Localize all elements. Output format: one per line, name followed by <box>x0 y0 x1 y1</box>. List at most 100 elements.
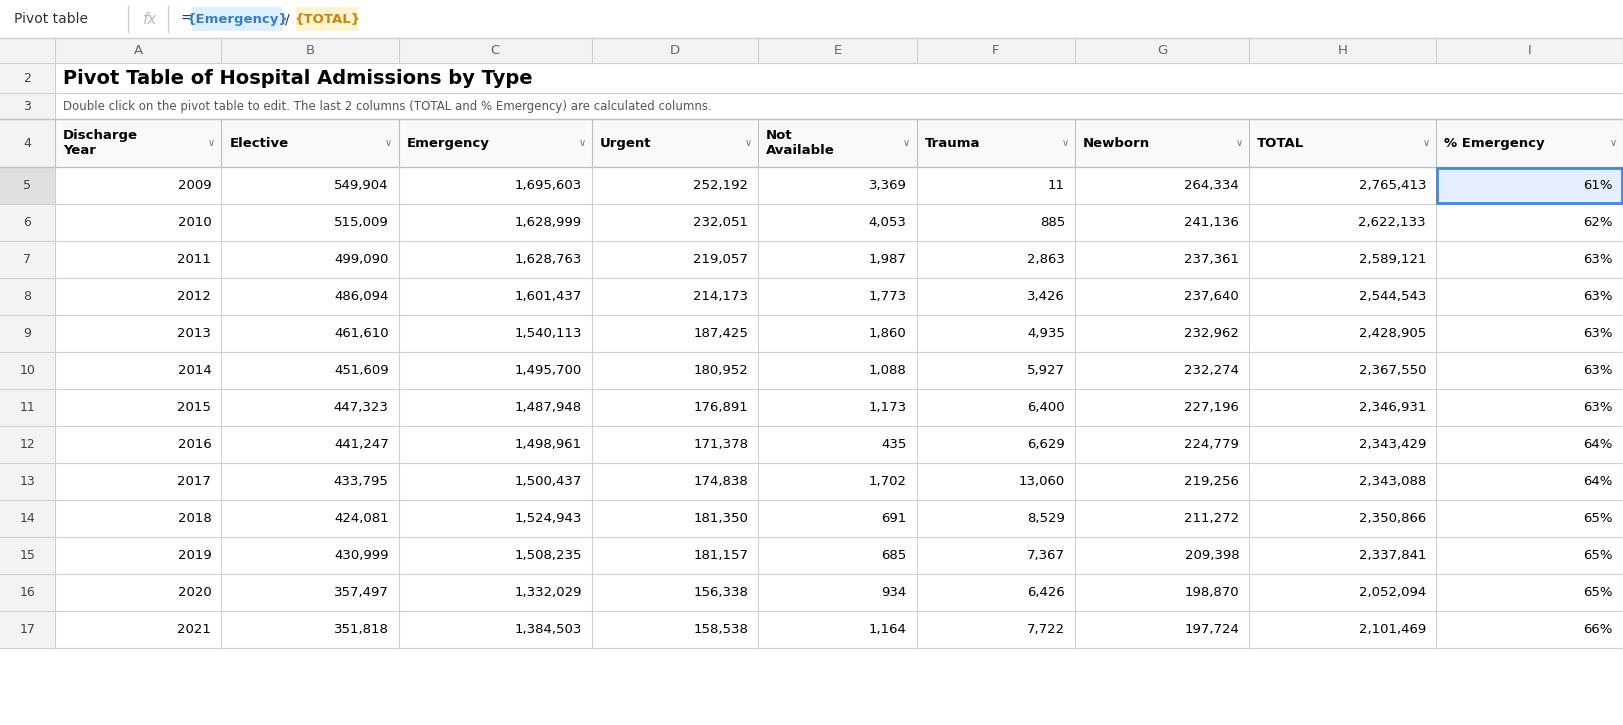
Text: H: H <box>1337 44 1347 57</box>
Bar <box>0 352 1623 389</box>
Bar <box>0 611 1623 648</box>
Text: 13: 13 <box>19 475 36 488</box>
Text: 62%: 62% <box>1584 216 1613 229</box>
Text: 2015: 2015 <box>177 401 211 414</box>
Text: 63%: 63% <box>1584 327 1613 340</box>
Text: G: G <box>1157 44 1167 57</box>
Text: 549,904: 549,904 <box>334 179 388 192</box>
Text: 219,256: 219,256 <box>1185 475 1240 488</box>
Bar <box>0 537 55 574</box>
Text: 2,428,905: 2,428,905 <box>1358 327 1427 340</box>
Text: 1,508,235: 1,508,235 <box>514 549 583 562</box>
Text: 4: 4 <box>24 136 31 149</box>
Bar <box>0 463 55 500</box>
Text: 1,702: 1,702 <box>868 475 907 488</box>
Text: 61%: 61% <box>1584 179 1613 192</box>
Bar <box>0 63 55 93</box>
Text: Not
Available: Not Available <box>766 129 834 157</box>
Text: 1,773: 1,773 <box>868 290 907 303</box>
Bar <box>0 352 55 389</box>
Text: 430,999: 430,999 <box>334 549 388 562</box>
Bar <box>0 93 55 119</box>
Text: 1,495,700: 1,495,700 <box>514 364 583 377</box>
Text: 232,274: 232,274 <box>1185 364 1240 377</box>
Text: Discharge
Year: Discharge Year <box>63 129 138 157</box>
Text: 2,589,121: 2,589,121 <box>1358 253 1427 266</box>
Text: % Emergency: % Emergency <box>1444 136 1545 149</box>
Text: 174,838: 174,838 <box>693 475 748 488</box>
Text: 2,343,088: 2,343,088 <box>1358 475 1427 488</box>
Text: 6: 6 <box>24 216 31 229</box>
Text: ∨: ∨ <box>1235 138 1243 148</box>
Text: 227,196: 227,196 <box>1185 401 1240 414</box>
Text: 11: 11 <box>1048 179 1065 192</box>
Text: =: = <box>180 12 192 26</box>
Text: 7,722: 7,722 <box>1027 623 1065 636</box>
Text: 181,350: 181,350 <box>693 512 748 525</box>
Bar <box>0 315 1623 352</box>
Bar <box>0 204 55 241</box>
Text: 17: 17 <box>19 623 36 636</box>
Text: 357,497: 357,497 <box>334 586 388 599</box>
Text: ∨: ∨ <box>1610 138 1617 148</box>
Bar <box>0 389 1623 426</box>
Bar <box>0 611 55 648</box>
Text: 10: 10 <box>19 364 36 377</box>
Text: 4,935: 4,935 <box>1027 327 1065 340</box>
Text: 1,500,437: 1,500,437 <box>514 475 583 488</box>
Text: 7,367: 7,367 <box>1027 549 1065 562</box>
Text: Pivot Table of Hospital Admissions by Type: Pivot Table of Hospital Admissions by Ty… <box>63 68 532 88</box>
Text: E: E <box>833 44 842 57</box>
Bar <box>0 93 1623 119</box>
Text: 65%: 65% <box>1584 549 1613 562</box>
Text: 237,640: 237,640 <box>1185 290 1240 303</box>
Text: 1,487,948: 1,487,948 <box>514 401 583 414</box>
Text: 211,272: 211,272 <box>1185 512 1240 525</box>
Text: ∨: ∨ <box>1061 138 1068 148</box>
Text: I: I <box>1527 44 1532 57</box>
Text: 447,323: 447,323 <box>334 401 388 414</box>
Text: 685: 685 <box>881 549 907 562</box>
Bar <box>0 574 1623 611</box>
Text: 351,818: 351,818 <box>334 623 388 636</box>
Text: ∨: ∨ <box>385 138 393 148</box>
Text: ∨: ∨ <box>208 138 214 148</box>
Text: 1,601,437: 1,601,437 <box>514 290 583 303</box>
Text: 64%: 64% <box>1584 438 1613 451</box>
Text: 9: 9 <box>24 327 31 340</box>
Text: 2021: 2021 <box>177 623 211 636</box>
Text: 2018: 2018 <box>177 512 211 525</box>
Text: 63%: 63% <box>1584 364 1613 377</box>
Text: 214,173: 214,173 <box>693 290 748 303</box>
Text: 433,795: 433,795 <box>334 475 388 488</box>
Text: 2,622,133: 2,622,133 <box>1358 216 1427 229</box>
Text: 13,060: 13,060 <box>1019 475 1065 488</box>
Text: ∨: ∨ <box>902 138 911 148</box>
Text: 1,628,999: 1,628,999 <box>514 216 583 229</box>
Text: Pivot table: Pivot table <box>15 12 88 26</box>
Text: 1,498,961: 1,498,961 <box>514 438 583 451</box>
Text: 8: 8 <box>23 290 31 303</box>
Text: 16: 16 <box>19 586 36 599</box>
Text: D: D <box>670 44 680 57</box>
Text: 14: 14 <box>19 512 36 525</box>
Bar <box>0 167 55 204</box>
Bar <box>0 119 1623 167</box>
Text: 65%: 65% <box>1584 586 1613 599</box>
Text: 224,779: 224,779 <box>1185 438 1240 451</box>
Text: 7: 7 <box>23 253 31 266</box>
Text: 264,334: 264,334 <box>1185 179 1240 192</box>
Text: {Emergency}: {Emergency} <box>187 12 287 25</box>
Bar <box>0 241 55 278</box>
Text: B: B <box>305 44 315 57</box>
Text: 3,426: 3,426 <box>1027 290 1065 303</box>
Text: 15: 15 <box>19 549 36 562</box>
Text: C: C <box>490 44 500 57</box>
Bar <box>295 7 359 31</box>
Text: 2013: 2013 <box>177 327 211 340</box>
Text: 5: 5 <box>23 179 31 192</box>
Text: 2: 2 <box>24 72 31 85</box>
Text: 176,891: 176,891 <box>693 401 748 414</box>
Text: F: F <box>992 44 1000 57</box>
Text: 209,398: 209,398 <box>1185 549 1240 562</box>
